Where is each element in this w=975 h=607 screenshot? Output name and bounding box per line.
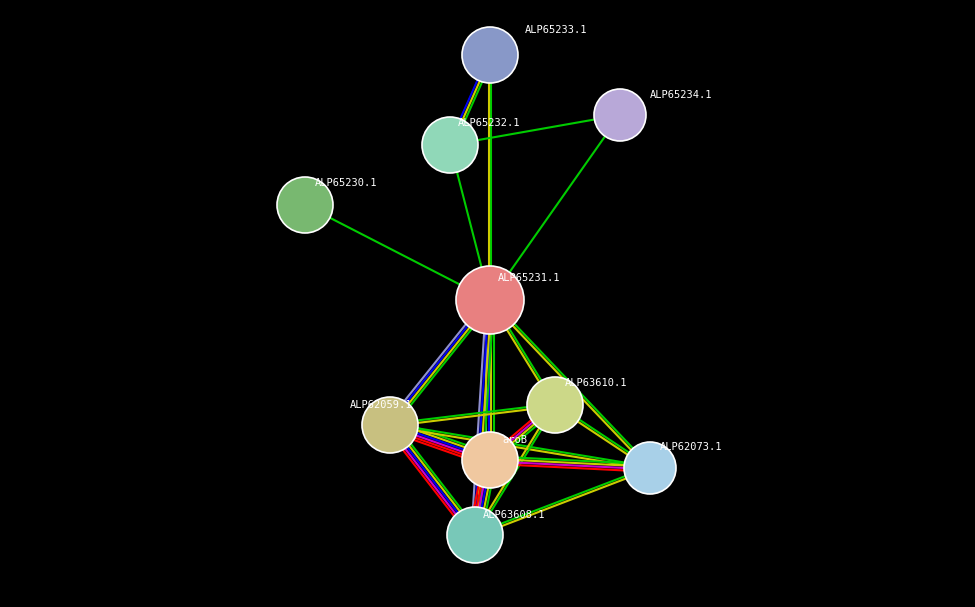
Text: ALP62059.1: ALP62059.1 xyxy=(350,400,412,410)
Circle shape xyxy=(527,377,583,433)
Text: aroB: aroB xyxy=(502,435,527,445)
Text: ALP63608.1: ALP63608.1 xyxy=(483,510,545,520)
Circle shape xyxy=(447,507,503,563)
Text: ALP65234.1: ALP65234.1 xyxy=(650,90,713,100)
Circle shape xyxy=(362,397,418,453)
Text: ALP63610.1: ALP63610.1 xyxy=(565,378,628,388)
Circle shape xyxy=(422,117,478,173)
Text: ALP65233.1: ALP65233.1 xyxy=(525,25,588,35)
Text: ALP62073.1: ALP62073.1 xyxy=(660,442,722,452)
Circle shape xyxy=(277,177,333,233)
Circle shape xyxy=(462,27,518,83)
Text: ALP65230.1: ALP65230.1 xyxy=(315,178,377,188)
Text: ALP65232.1: ALP65232.1 xyxy=(458,118,521,128)
Circle shape xyxy=(462,432,518,488)
Circle shape xyxy=(594,89,646,141)
Circle shape xyxy=(624,442,676,494)
Circle shape xyxy=(456,266,524,334)
Text: ALP65231.1: ALP65231.1 xyxy=(498,273,561,283)
